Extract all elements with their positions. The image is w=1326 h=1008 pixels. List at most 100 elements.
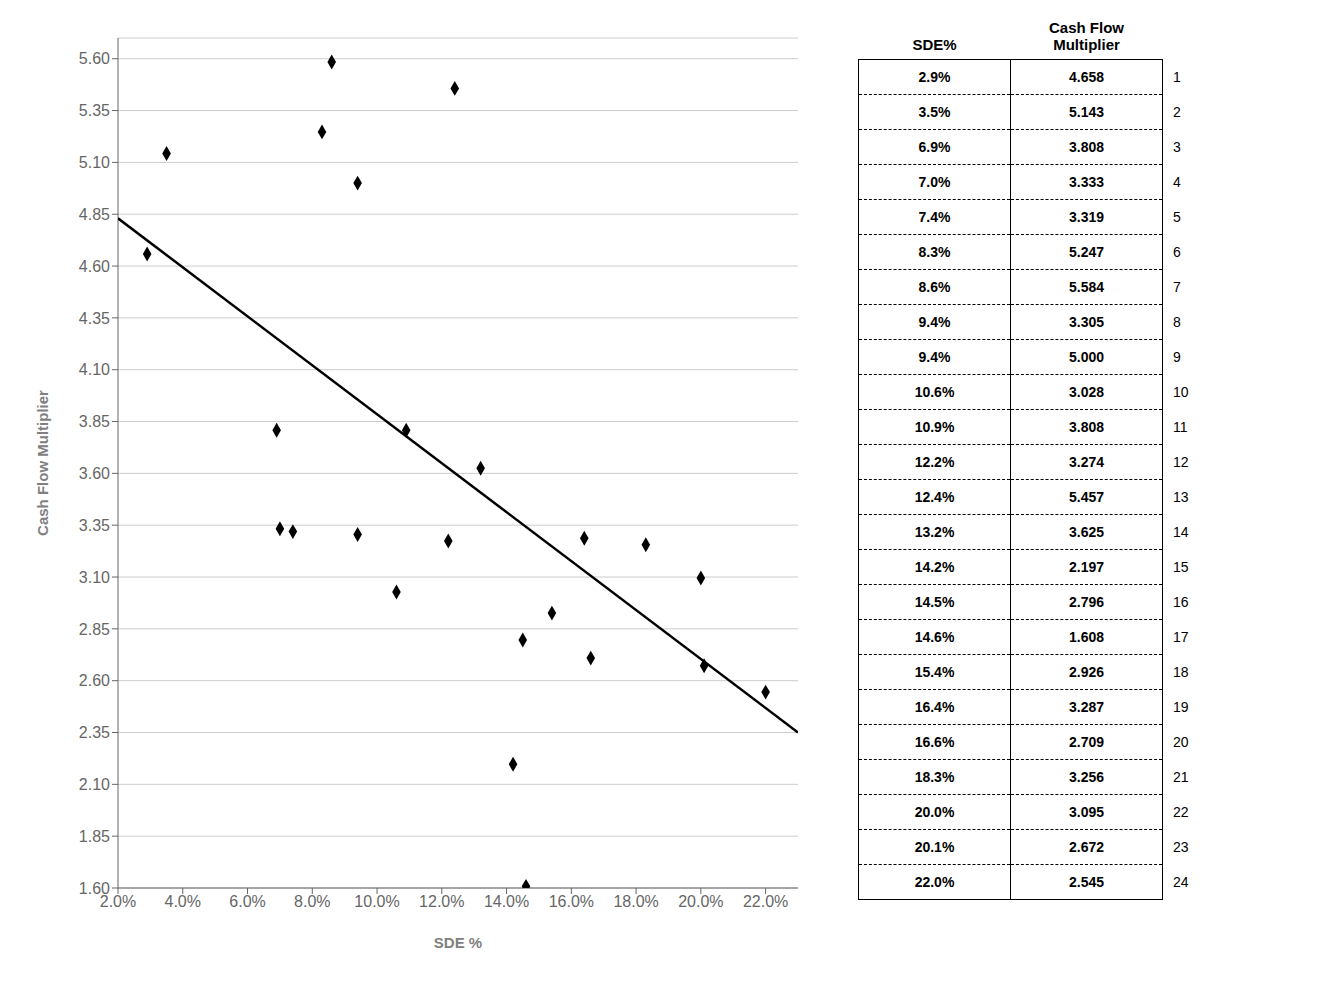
html-text:1: 1 <box>1173 69 1181 85</box>
html-text:10.6%: 10.6% <box>914 384 955 400</box>
html-text:7.0%: 7.0% <box>918 174 951 190</box>
svg-text:4.85: 4.85 <box>79 206 110 223</box>
html-text:17: 17 <box>1173 629 1189 645</box>
html-text:4: 4 <box>1173 174 1181 190</box>
html-text:2.796: 2.796 <box>1069 594 1104 610</box>
html-text:9.4%: 9.4% <box>918 314 951 330</box>
html-text:15.4%: 15.4% <box>914 664 955 680</box>
html-text:8.3%: 8.3% <box>918 244 951 260</box>
html-text:23: 23 <box>1173 839 1189 855</box>
svg-text:8.0%: 8.0% <box>294 893 330 910</box>
html-text:5.584: 5.584 <box>1069 279 1104 295</box>
svg-text:10.0%: 10.0% <box>354 893 399 910</box>
svg-text:1.85: 1.85 <box>79 828 110 845</box>
html-text:9.4%: 9.4% <box>918 349 951 365</box>
html-text:10: 10 <box>1173 384 1189 400</box>
html-text:3.625: 3.625 <box>1069 524 1104 540</box>
html-text:18.3%: 18.3% <box>914 769 955 785</box>
html-text:5.000: 5.000 <box>1069 349 1104 365</box>
html-text:3.5%: 3.5% <box>918 104 951 120</box>
html-text:3.808: 3.808 <box>1069 419 1104 435</box>
html-text:3.319: 3.319 <box>1069 209 1104 225</box>
svg-text:4.10: 4.10 <box>79 361 110 378</box>
html-text:14: 14 <box>1173 524 1189 540</box>
html-text:14.6%: 14.6% <box>914 629 955 645</box>
html-text:18: 18 <box>1173 664 1189 680</box>
svg-text:18.0%: 18.0% <box>613 893 658 910</box>
svg-text:5.10: 5.10 <box>79 154 110 171</box>
html-text:3.028: 3.028 <box>1069 384 1104 400</box>
html-text:4.658: 4.658 <box>1069 69 1104 85</box>
html-text:16.4%: 16.4% <box>914 699 955 715</box>
html-text:1.608: 1.608 <box>1069 629 1104 645</box>
html-text:11: 11 <box>1173 419 1188 435</box>
html-text:SDE%: SDE% <box>912 36 957 53</box>
html-text:13: 13 <box>1173 489 1189 505</box>
svg-text:6.0%: 6.0% <box>229 893 265 910</box>
html-text:3.095: 3.095 <box>1069 804 1104 820</box>
svg-text:1.60: 1.60 <box>79 880 110 897</box>
html-text:5.457: 5.457 <box>1069 489 1104 505</box>
html-text:5.143: 5.143 <box>1069 104 1104 120</box>
html-text:2.709: 2.709 <box>1069 734 1104 750</box>
html-text:20.1%: 20.1% <box>914 839 955 855</box>
html-text:3: 3 <box>1173 139 1181 155</box>
svg-text:5.35: 5.35 <box>79 102 110 119</box>
html-text:16: 16 <box>1173 594 1189 610</box>
html-text:3.808: 3.808 <box>1069 139 1104 155</box>
html-text:8.6%: 8.6% <box>918 279 951 295</box>
html-text:19: 19 <box>1173 699 1189 715</box>
html-text:2.9%: 2.9% <box>918 69 951 85</box>
html-text:2.197: 2.197 <box>1069 559 1104 575</box>
svg-text:3.85: 3.85 <box>79 413 110 430</box>
svg-text:5.60: 5.60 <box>79 50 110 67</box>
html-text:Cash Flow Multiplier: Cash Flow Multiplier <box>1049 19 1124 53</box>
html-text:5.247: 5.247 <box>1069 244 1104 260</box>
html-text:2.545: 2.545 <box>1069 874 1104 890</box>
svg-text:Cash Flow Multiplier: Cash Flow Multiplier <box>34 390 51 536</box>
svg-text:3.60: 3.60 <box>79 465 110 482</box>
html-text:12.2%: 12.2% <box>914 454 955 470</box>
svg-text:2.0%: 2.0% <box>99 893 137 911</box>
html-text:12.4%: 12.4% <box>914 489 955 505</box>
svg-text:2.85: 2.85 <box>79 621 110 638</box>
svg-text:14.0%: 14.0% <box>484 893 529 910</box>
html-text:3.274: 3.274 <box>1069 454 1104 470</box>
html-text:20: 20 <box>1173 734 1189 750</box>
html-text:15: 15 <box>1173 559 1189 575</box>
svg-text:20.0%: 20.0% <box>678 893 723 910</box>
html-text:16.6%: 16.6% <box>914 734 955 750</box>
svg-text:22.0%: 22.0% <box>743 893 788 910</box>
html-text:2.926: 2.926 <box>1069 664 1104 680</box>
html-text:10.9%: 10.9% <box>914 419 955 435</box>
svg-text:2.10: 2.10 <box>79 776 110 793</box>
html-text:13.2%: 13.2% <box>914 524 955 540</box>
html-text:5: 5 <box>1173 209 1181 225</box>
svg-text:3.10: 3.10 <box>79 569 110 586</box>
html-text:3.287: 3.287 <box>1069 699 1104 715</box>
html-text:21: 21 <box>1173 769 1189 785</box>
html-text:3.256: 3.256 <box>1069 769 1104 785</box>
svg-text:16.0%: 16.0% <box>549 893 594 910</box>
svg-text:12.0%: 12.0% <box>419 893 464 910</box>
html-text:6.9%: 6.9% <box>918 139 951 155</box>
html-text:2: 2 <box>1173 104 1181 120</box>
html-text:20.0%: 20.0% <box>914 804 955 820</box>
svg-text:2.60: 2.60 <box>79 672 110 689</box>
svg-text:4.35: 4.35 <box>79 310 110 327</box>
html-text:7.4%: 7.4% <box>918 209 951 225</box>
html-text:2.672: 2.672 <box>1069 839 1104 855</box>
svg-text:4.0%: 4.0% <box>165 893 201 910</box>
html-text:22.0%: 22.0% <box>914 874 955 890</box>
html-text:24: 24 <box>1173 874 1189 890</box>
svg-text:SDE %: SDE % <box>434 934 482 951</box>
html-text:3.305: 3.305 <box>1069 314 1104 330</box>
html-text:3.333: 3.333 <box>1069 174 1104 190</box>
html-text:14.5%: 14.5% <box>914 594 955 610</box>
svg-text:4.60: 4.60 <box>79 258 110 275</box>
html-text:14.2%: 14.2% <box>914 559 955 575</box>
html-text:12: 12 <box>1173 454 1189 470</box>
svg-text:3.35: 3.35 <box>79 517 110 534</box>
html-text:22: 22 <box>1173 804 1189 820</box>
svg-text:2.35: 2.35 <box>79 724 110 741</box>
